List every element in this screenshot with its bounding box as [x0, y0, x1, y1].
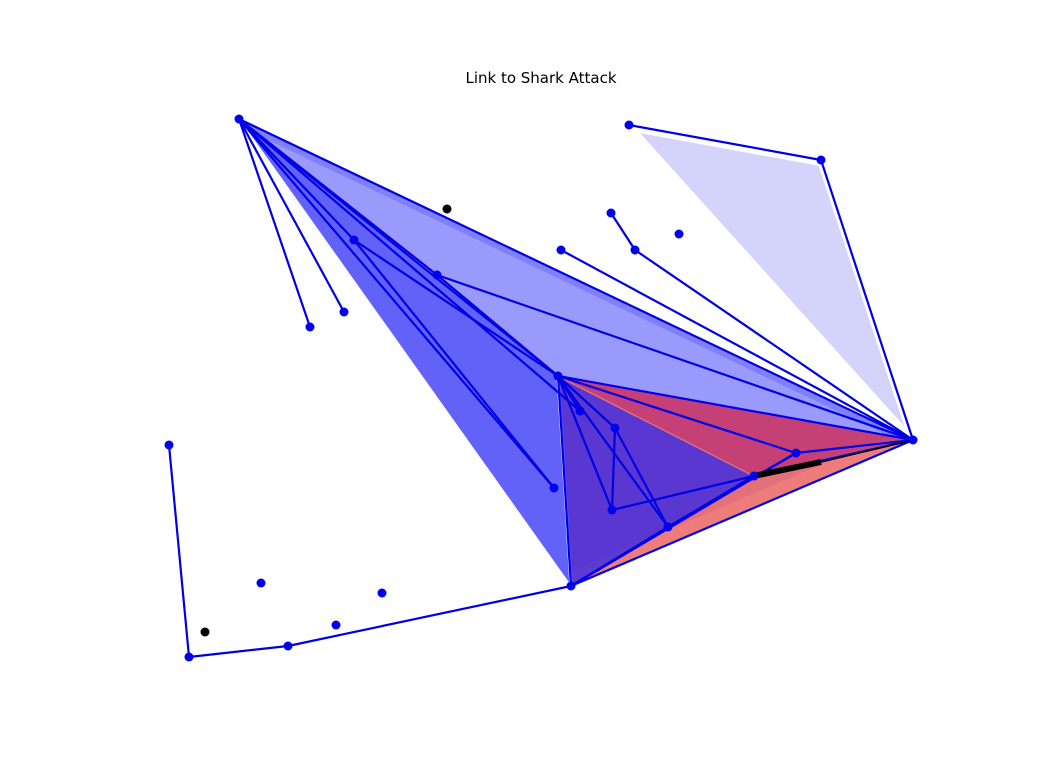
hull-layer [242, 121, 911, 585]
node-n23 [184, 652, 194, 662]
node-n5 [442, 204, 452, 214]
node-n11 [553, 371, 563, 381]
node-n25 [256, 578, 266, 588]
edge-n1-n9 [237, 117, 356, 242]
plot-title: Link to Shark Attack [465, 69, 617, 87]
node-n6 [630, 245, 640, 255]
edge-n15-n19 [613, 426, 670, 529]
node-n16 [607, 505, 617, 515]
edge-n1-n8 [237, 117, 346, 314]
edge-n18-n21 [569, 438, 915, 588]
edge-n11-n21 [556, 374, 915, 442]
edge-n20-n21 [794, 438, 915, 455]
node-n7 [305, 322, 315, 332]
edge-n6-n21 [633, 248, 915, 442]
edge-n9-n12 [352, 238, 556, 490]
edge-n2-n3 [627, 123, 823, 162]
node-n21 [908, 435, 918, 445]
node-n9 [349, 235, 359, 245]
edge-n1-n7 [237, 117, 312, 329]
highlight-layer [753, 439, 914, 479]
node-n10 [432, 270, 442, 280]
edge-n9-n11 [352, 238, 560, 378]
node-n22 [164, 440, 174, 450]
edge-n11-n20 [556, 374, 798, 455]
edge-n13-n21 [559, 248, 915, 442]
highlight-link-tail [820, 439, 914, 463]
hull-7 [559, 377, 753, 585]
node-n29 [674, 229, 684, 239]
edge-n16-n17 [610, 474, 756, 512]
edge-n11-n15 [556, 374, 617, 430]
node-n4 [606, 208, 616, 218]
node-n2 [624, 120, 634, 130]
node-n12 [549, 483, 559, 493]
hull-3 [242, 122, 570, 583]
node-layer [164, 114, 918, 662]
edge-n11-n18 [556, 374, 573, 588]
node-n8 [339, 307, 349, 317]
edge-n1-n21 [237, 117, 915, 442]
edge-n1-n12 [237, 117, 556, 490]
edge-n22-n23 [167, 443, 191, 659]
edge-n23-n24 [187, 644, 290, 659]
node-n3 [816, 155, 826, 165]
edge-n10-n11 [435, 273, 560, 378]
node-n15 [610, 423, 620, 433]
node-n20 [791, 448, 801, 458]
node-n14 [575, 406, 585, 416]
node-n17 [749, 471, 759, 481]
edge-n15-n16 [610, 426, 617, 512]
node-n1 [234, 114, 244, 124]
hull-1 [640, 133, 905, 427]
node-n24 [283, 641, 293, 651]
edge-n3-n21 [819, 158, 915, 442]
edge-n24-n18 [286, 584, 573, 648]
node-n28 [377, 588, 387, 598]
edge-n10-n21 [435, 273, 915, 442]
edge-n11-n16 [556, 374, 614, 512]
node-n27 [200, 627, 210, 637]
node-n13 [556, 245, 566, 255]
edge-n1-n11 [237, 117, 560, 378]
highlight-link [753, 459, 822, 479]
edge-n4-n6 [609, 211, 637, 252]
edge-n1-n14 [237, 117, 582, 413]
node-n26 [331, 620, 341, 630]
node-n19 [663, 522, 673, 532]
node-n18 [566, 581, 576, 591]
